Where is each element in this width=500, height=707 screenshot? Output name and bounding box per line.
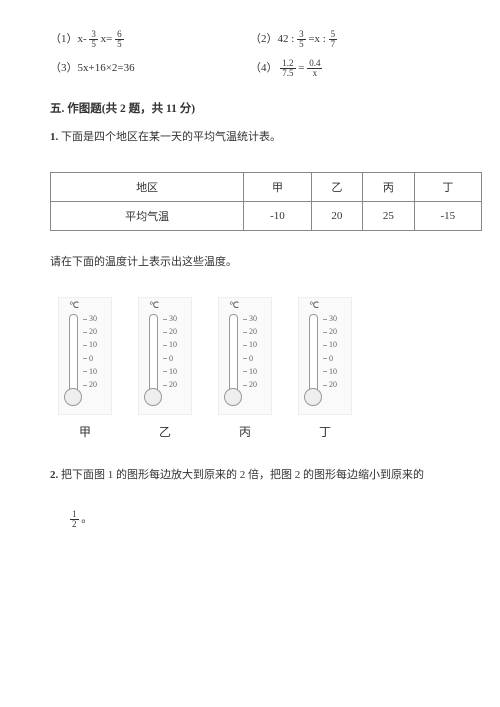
thermometer-bulb: [224, 388, 242, 406]
th-a: 甲: [244, 173, 311, 202]
thermometer-b: ℃ 30201001020 乙: [138, 297, 192, 440]
thermometer-a: ℃ 30201001020 甲: [58, 297, 112, 440]
eq4-pre: （4）: [250, 62, 278, 74]
table-row: 平均气温 -10 20 25 -15: [51, 202, 482, 231]
table-row: 地区 甲 乙 丙 丁: [51, 173, 482, 202]
unit-label: ℃: [69, 300, 79, 311]
q2-frac: 12: [70, 510, 79, 529]
thermometer-c: ℃ 30201001020 丙: [218, 297, 272, 440]
eq1-pre: （1）x-: [50, 33, 89, 45]
question-1b: 请在下面的温度计上表示出这些温度。: [50, 253, 450, 269]
td-d: -15: [414, 202, 481, 231]
td-c: 25: [363, 202, 415, 231]
td-a: -10: [244, 202, 311, 231]
thermometer-tube: [229, 314, 238, 392]
eq2-frac2: 57: [329, 30, 338, 49]
thermometer-tube: [309, 314, 318, 392]
equation-row-1: （1）x- 35 x= 65 （2）42 : 35 =x : 57: [50, 30, 450, 49]
eq1-mid: x=: [101, 33, 115, 45]
unit-label: ℃: [229, 300, 239, 311]
thermometer-scale: 30201001020: [243, 312, 257, 391]
eq4-eq: =: [298, 62, 307, 74]
thermo-label-b: 乙: [138, 423, 192, 440]
question-2-fraction: 12 。: [70, 510, 450, 529]
eq2-pre: （2）42 :: [250, 33, 297, 45]
thermometer-body: ℃ 30201001020: [138, 297, 192, 415]
td-b: 20: [311, 202, 363, 231]
eq2-mid: =x :: [308, 33, 328, 45]
q2-end: 。: [81, 513, 92, 525]
th-c: 丙: [363, 173, 415, 202]
unit-label: ℃: [309, 300, 319, 311]
section-title: 五. 作图题(共 2 题，共 11 分): [50, 100, 450, 116]
unit-label: ℃: [149, 300, 159, 311]
th-region: 地区: [51, 173, 244, 202]
thermometer-bulb: [64, 388, 82, 406]
equation-2: （2）42 : 35 =x : 57: [250, 30, 450, 49]
equation-3: （3）5x+16×2=36: [50, 59, 250, 78]
q1-number: 1.: [50, 131, 61, 143]
thermometer-scale: 30201001020: [163, 312, 177, 391]
thermometer-d: ℃ 30201001020 丁: [298, 297, 352, 440]
q2-number: 2.: [50, 469, 61, 481]
th-d: 丁: [414, 173, 481, 202]
thermometer-body: ℃ 30201001020: [218, 297, 272, 415]
eq1-frac1: 35: [89, 30, 98, 49]
thermo-label-d: 丁: [298, 423, 352, 440]
thermometer-bulb: [304, 388, 322, 406]
th-b: 乙: [311, 173, 363, 202]
thermometer-tube: [69, 314, 78, 392]
thermometer-scale: 30201001020: [323, 312, 337, 391]
eq2-frac1: 35: [297, 30, 306, 49]
thermometer-bulb: [144, 388, 162, 406]
equation-block: （1）x- 35 x= 65 （2）42 : 35 =x : 57 （3）5x+…: [50, 30, 450, 78]
question-2: 2. 把下面图 1 的图形每边放大到原来的 2 倍，把图 2 的图形每边缩小到原…: [50, 466, 450, 482]
eq4-frac1: 1.27.5: [280, 59, 295, 78]
q2-text: 把下面图 1 的图形每边放大到原来的 2 倍，把图 2 的图形每边缩小到原来的: [61, 469, 424, 481]
eq1-frac2: 65: [115, 30, 124, 49]
thermometer-row: ℃ 30201001020 甲 ℃ 30201001020 乙 ℃ 302010…: [58, 297, 450, 440]
thermometer-body: ℃ 30201001020: [298, 297, 352, 415]
q1-text: 下面是四个地区在某一天的平均气温统计表。: [61, 131, 281, 143]
thermo-label-c: 丙: [218, 423, 272, 440]
question-1: 1. 下面是四个地区在某一天的平均气温统计表。: [50, 128, 450, 144]
equation-4: （4） 1.27.5 = 0.4x: [250, 59, 450, 78]
thermometer-tube: [149, 314, 158, 392]
equation-row-2: （3）5x+16×2=36 （4） 1.27.5 = 0.4x: [50, 59, 450, 78]
temperature-table: 地区 甲 乙 丙 丁 平均气温 -10 20 25 -15: [50, 172, 482, 231]
eq4-frac2: 0.4x: [307, 59, 322, 78]
equation-1: （1）x- 35 x= 65: [50, 30, 250, 49]
thermometer-scale: 30201001020: [83, 312, 97, 391]
thermo-label-a: 甲: [58, 423, 112, 440]
td-label: 平均气温: [51, 202, 244, 231]
thermometer-body: ℃ 30201001020: [58, 297, 112, 415]
